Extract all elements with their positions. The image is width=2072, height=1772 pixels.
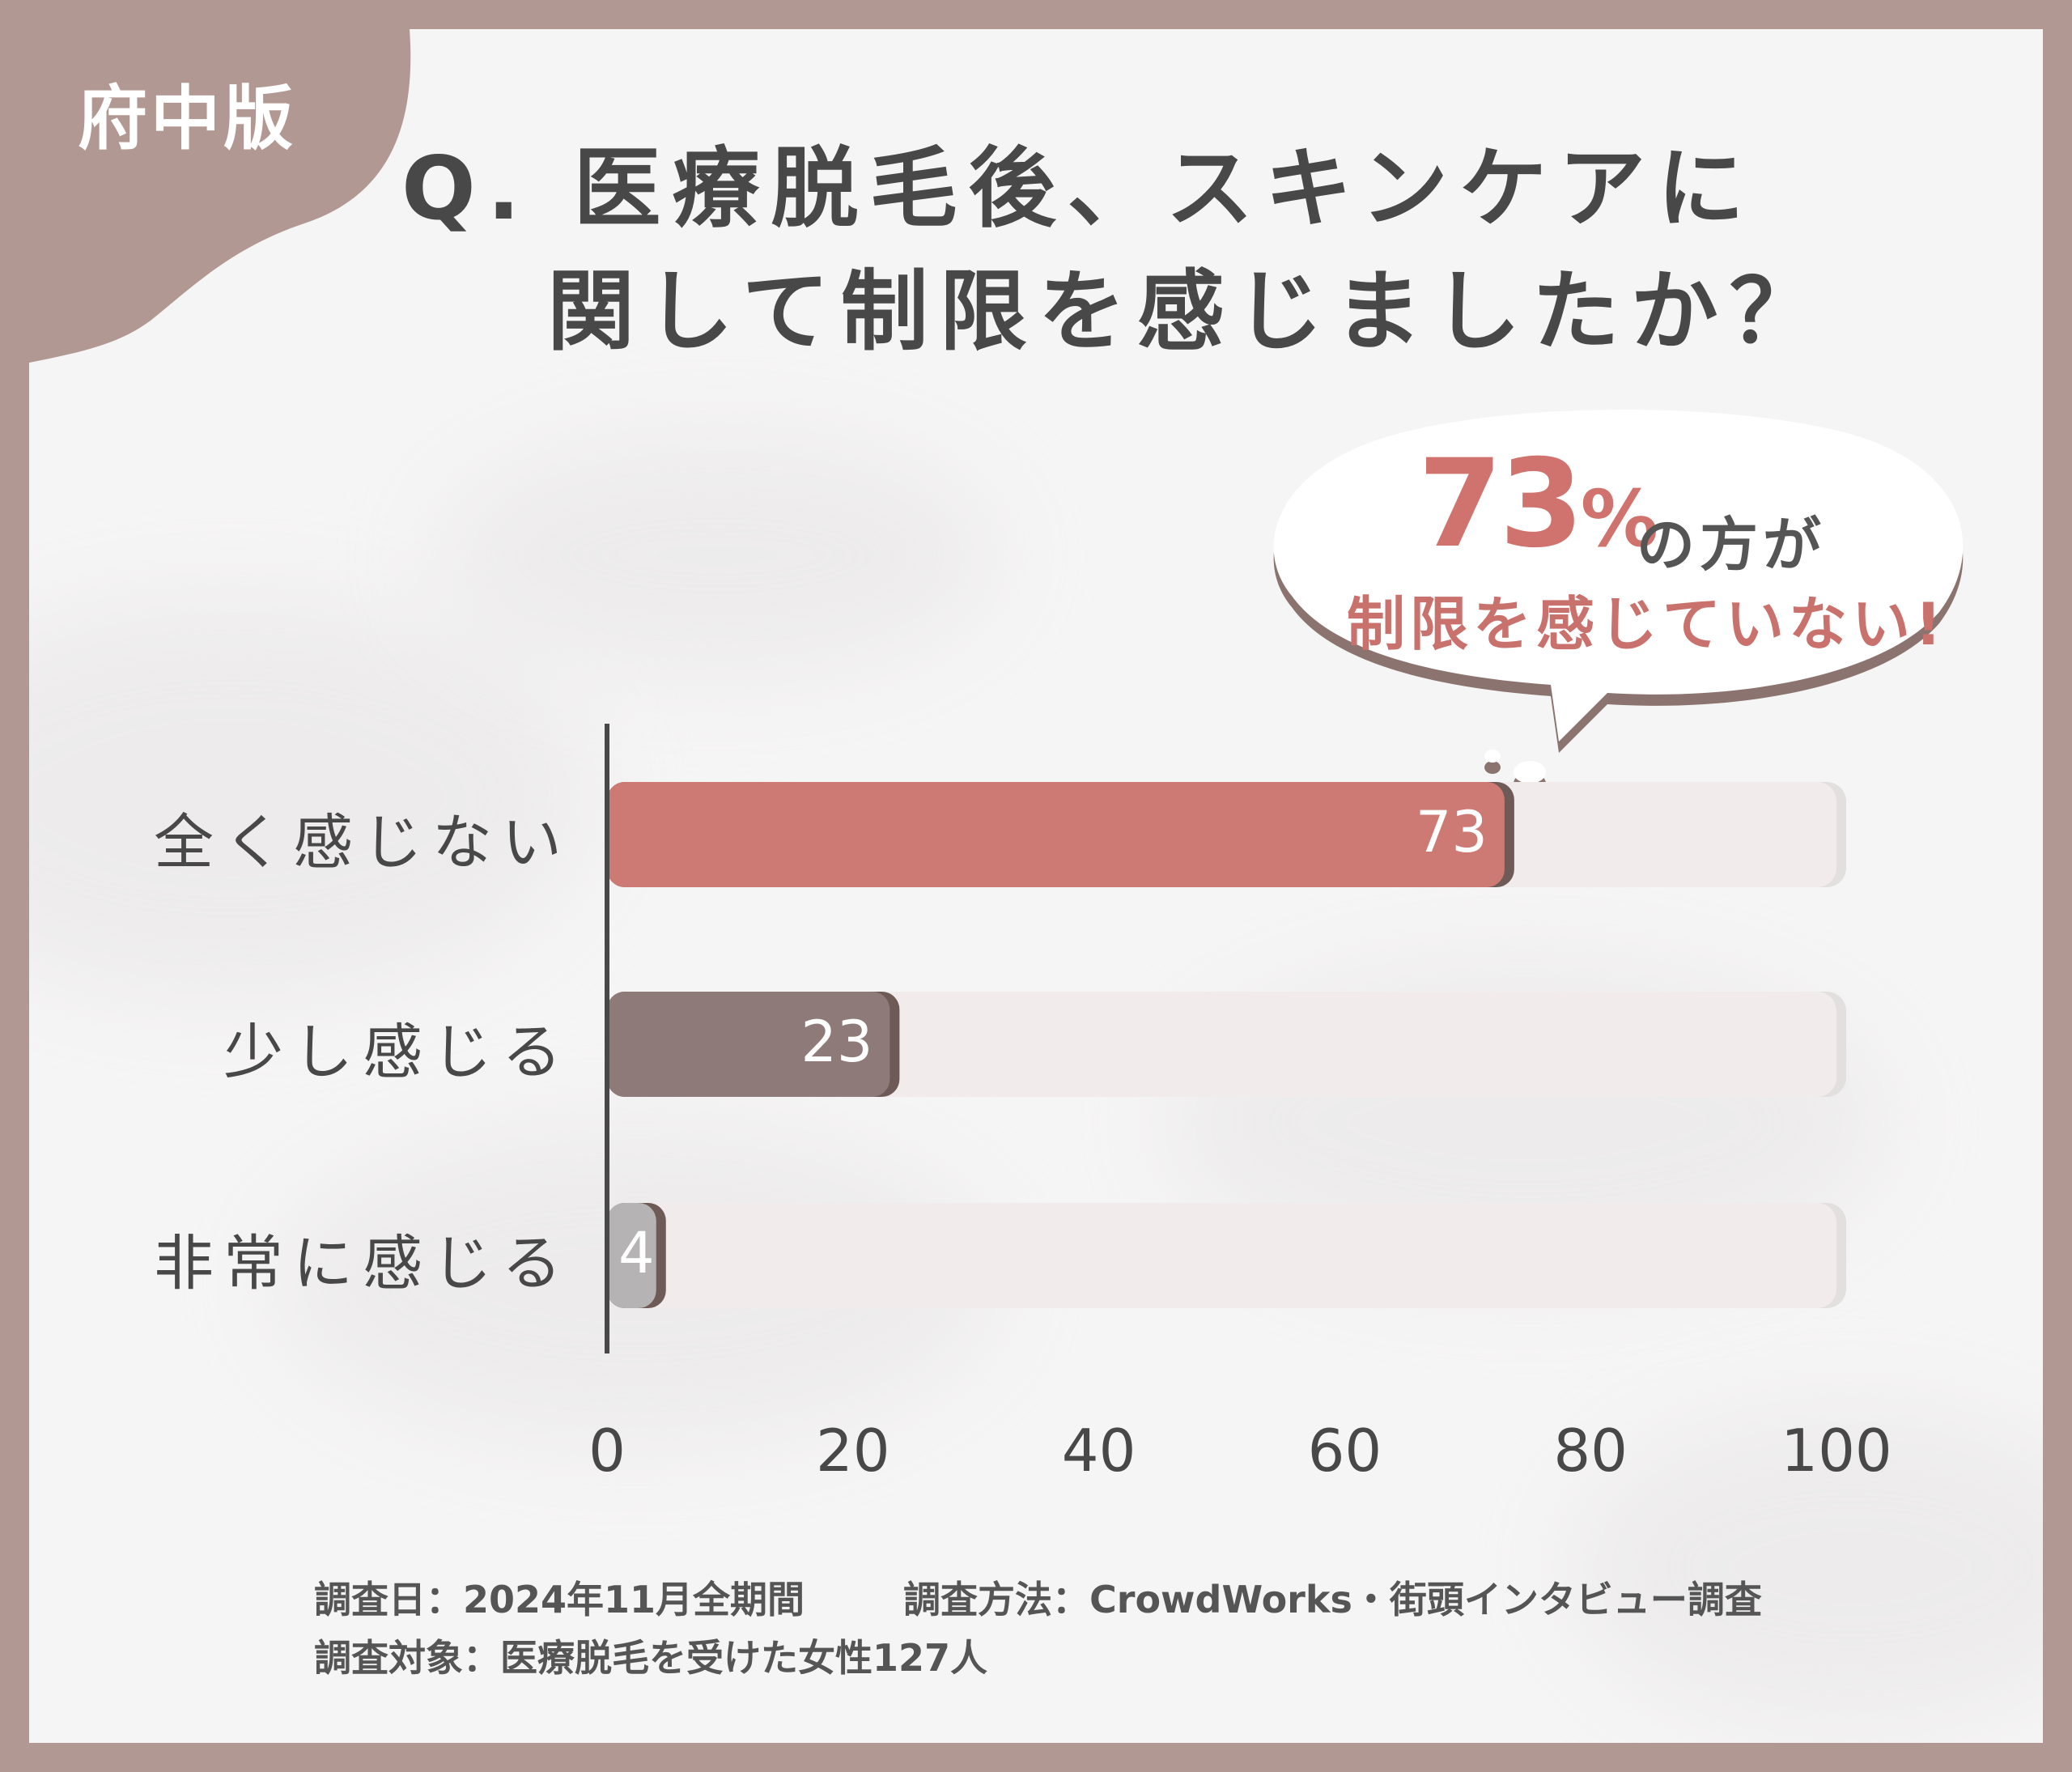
category-label: 少し感じる [223, 1018, 571, 1087]
title-line-2: 関して制限を感じましたか？ [547, 261, 1828, 363]
bar [607, 782, 1505, 887]
background-shade [1567, 1405, 2043, 1729]
bar [607, 992, 890, 1097]
category-label: 非常に感じる [154, 1229, 571, 1298]
x-tick-label: 80 [1553, 1417, 1628, 1485]
bar-value-label: 23 [800, 1009, 873, 1075]
region-badge: 府中版 [78, 79, 296, 159]
callout-suffix: の方が [1637, 511, 1827, 579]
background-shade [29, 596, 596, 1001]
survey-date: 調査日：2024年11月全期間 [314, 1578, 805, 1621]
x-tick-label: 60 [1307, 1417, 1382, 1485]
background-shade [434, 434, 1000, 677]
survey-method: 調査方法：CrowdWorks・街頭インタビュー調査 [903, 1578, 1762, 1621]
x-tick-label: 0 [588, 1417, 626, 1485]
callout-unit: % [1580, 474, 1658, 564]
bar-value-label: 73 [1415, 799, 1488, 865]
title-line-1: Q. 医療脱毛後、スキンケアに [401, 138, 1756, 240]
infographic-card: 府中版 Q. 医療脱毛後、スキンケアに 関して制限を感じましたか？ 73% の方… [29, 29, 2043, 1743]
callout-percentage: 73% [1418, 434, 1658, 575]
survey-target: 調査対象：医療脱毛を受けた女性127人 [314, 1636, 988, 1680]
speech-bubble [1273, 410, 1964, 795]
corner-tab [29, 29, 411, 363]
x-tick-label: 40 [1061, 1417, 1136, 1485]
bar [607, 1203, 656, 1308]
bar-value-label: 4 [618, 1220, 655, 1286]
bar-chart [605, 724, 1846, 1353]
bar-track [607, 1203, 1836, 1308]
x-tick-label: 20 [815, 1417, 890, 1485]
x-tick-label: 100 [1781, 1417, 1892, 1485]
callout-value: 73 [1418, 434, 1584, 575]
callout-message: 制限を感じていない! [1347, 590, 1947, 658]
category-label: 全く感じない [154, 808, 571, 878]
bar-track [607, 992, 1836, 1097]
